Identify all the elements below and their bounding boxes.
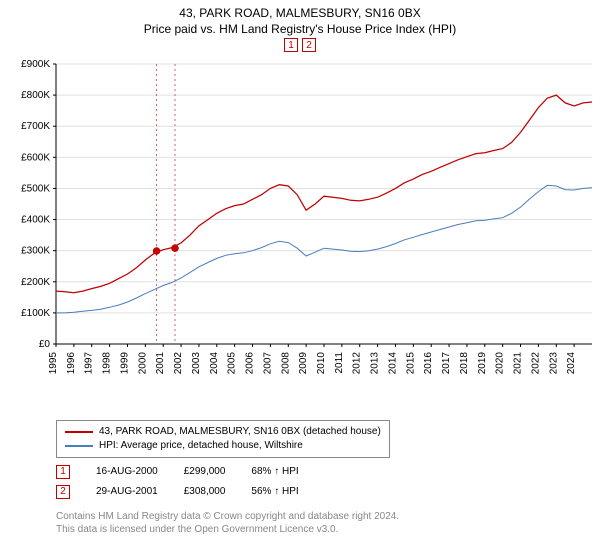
svg-text:£100K: £100K: [21, 308, 50, 319]
svg-text:1998: 1998: [102, 352, 113, 375]
svg-text:1995: 1995: [48, 352, 59, 375]
svg-text:2011: 2011: [334, 352, 345, 374]
svg-text:2016: 2016: [423, 352, 434, 375]
transaction-date: 29-AUG-2001: [96, 482, 158, 502]
svg-text:£0: £0: [39, 339, 51, 350]
legend-swatch: [65, 431, 93, 433]
svg-text:2018: 2018: [459, 352, 470, 375]
svg-text:2019: 2019: [477, 352, 488, 375]
svg-text:2014: 2014: [387, 352, 398, 375]
table-row: 1 16-AUG-2000 £299,000 68% ↑ HPI: [56, 462, 299, 482]
svg-text:2000: 2000: [137, 352, 148, 375]
svg-text:£900K: £900K: [21, 59, 50, 70]
transaction-marker: 1: [56, 465, 70, 479]
chart-subtitle: Price paid vs. HM Land Registry's House …: [0, 20, 600, 38]
svg-text:£300K: £300K: [21, 246, 50, 257]
legend-label: 43, PARK ROAD, MALMESBURY, SN16 0BX (det…: [99, 425, 381, 439]
svg-text:2007: 2007: [262, 352, 273, 375]
marker-header-row: 1 2: [0, 38, 600, 54]
svg-text:1996: 1996: [66, 352, 77, 375]
svg-text:£500K: £500K: [21, 183, 50, 194]
transaction-price: £308,000: [184, 482, 226, 502]
footer-line: This data is licensed under the Open Gov…: [56, 523, 399, 536]
transaction-delta: 68% ↑ HPI: [251, 462, 298, 482]
table-row: 2 29-AUG-2001 £308,000 56% ↑ HPI: [56, 482, 299, 502]
svg-text:2013: 2013: [370, 352, 381, 375]
svg-text:£200K: £200K: [21, 277, 50, 288]
svg-text:2003: 2003: [191, 352, 202, 375]
svg-text:2017: 2017: [441, 352, 452, 375]
chart-svg: £0 £100K £200K £300K £400K £500K £600K £700K £80…: [0, 54, 600, 394]
transaction-price: £299,000: [184, 462, 226, 482]
transactions-table: 1 16-AUG-2000 £299,000 68% ↑ HPI 2 29-AU…: [56, 462, 299, 502]
svg-text:2022: 2022: [530, 352, 541, 375]
marker-header-2: 2: [302, 38, 316, 52]
svg-text:1999: 1999: [119, 352, 130, 375]
legend-label: HPI: Average price, detached house, Wilt…: [99, 439, 303, 453]
svg-text:2006: 2006: [245, 352, 256, 375]
transaction-delta: 56% ↑ HPI: [251, 482, 298, 502]
footer: Contains HM Land Registry data © Crown c…: [56, 510, 399, 536]
svg-text:2005: 2005: [227, 352, 238, 375]
svg-text:2015: 2015: [405, 352, 416, 375]
chart-container: 43, PARK ROAD, MALMESBURY, SN16 0BX Pric…: [0, 0, 600, 560]
svg-text:2002: 2002: [173, 352, 184, 375]
svg-text:£800K: £800K: [21, 90, 50, 101]
svg-text:2008: 2008: [280, 352, 291, 375]
svg-text:2024: 2024: [566, 352, 577, 375]
legend: 43, PARK ROAD, MALMESBURY, SN16 0BX (det…: [56, 420, 390, 458]
svg-text:2010: 2010: [316, 352, 327, 375]
svg-text:£700K: £700K: [21, 121, 50, 132]
svg-text:£600K: £600K: [21, 152, 50, 163]
svg-text:2009: 2009: [298, 352, 309, 375]
chart-title: 43, PARK ROAD, MALMESBURY, SN16 0BX: [0, 0, 600, 20]
transaction-marker: 2: [56, 485, 70, 499]
marker-header-1: 1: [284, 38, 298, 52]
chart-area: £0 £100K £200K £300K £400K £500K £600K £700K £80…: [0, 54, 600, 394]
svg-text:1997: 1997: [84, 352, 95, 375]
svg-text:2012: 2012: [352, 352, 363, 375]
legend-swatch: [65, 445, 93, 447]
legend-item: 43, PARK ROAD, MALMESBURY, SN16 0BX (det…: [65, 425, 381, 439]
svg-text:2021: 2021: [513, 352, 524, 375]
svg-text:£400K: £400K: [21, 215, 50, 226]
svg-text:2020: 2020: [495, 352, 506, 375]
svg-text:2004: 2004: [209, 352, 220, 375]
svg-text:2023: 2023: [548, 352, 559, 375]
footer-line: Contains HM Land Registry data © Crown c…: [56, 510, 399, 523]
legend-item: HPI: Average price, detached house, Wilt…: [65, 439, 381, 453]
transaction-date: 16-AUG-2000: [96, 462, 158, 482]
svg-text:2001: 2001: [155, 352, 166, 375]
